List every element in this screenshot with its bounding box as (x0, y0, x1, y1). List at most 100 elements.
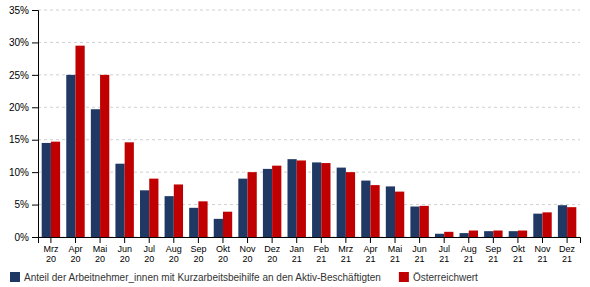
y-tick-mark (32, 75, 38, 76)
x-tick-label-line: Jul (143, 244, 155, 254)
x-tick-label: Jul21 (438, 244, 450, 264)
x-tick-mark (517, 237, 518, 243)
x-tick-label-line: 20 (120, 254, 130, 264)
grid-line (38, 42, 580, 43)
x-tick-mark (567, 237, 568, 243)
x-tick-label-line: Sep (485, 244, 501, 254)
x-tick-label: Jul20 (143, 244, 155, 264)
x-tick: Nov21 (535, 237, 552, 264)
x-tick-label: Dez21 (559, 244, 576, 264)
x-tick-mark (173, 237, 174, 243)
x-tick-label: Jan21 (289, 244, 304, 264)
x-tick: Feb21 (314, 237, 330, 264)
x-tick-label: Mrz20 (43, 244, 58, 264)
x-tick-label: Mai20 (93, 244, 108, 264)
x-tick: Jul20 (143, 237, 155, 264)
x-tick-mark (468, 237, 469, 243)
x-tick: Sep20 (190, 237, 206, 264)
x-tick-label: Dez20 (264, 244, 281, 264)
x-tick: Apr20 (68, 237, 82, 264)
x-tick-label-line: Jun (117, 244, 132, 254)
x-tick-label-line: 21 (464, 254, 474, 264)
x-tick-label-line: 20 (193, 254, 203, 264)
x-tick-mark (149, 237, 150, 243)
x-tick-label: Nov21 (535, 244, 552, 264)
x-tick-label-line: Okt (216, 244, 231, 254)
bar (533, 214, 542, 237)
x-tick-label: Okt20 (216, 244, 231, 264)
x-tick-label-line: 20 (46, 254, 56, 264)
bar (263, 169, 272, 237)
x-tick-label-line: 21 (562, 254, 572, 264)
chart: Anteil der Arbeitnehmer_innen mit Kurzar… (0, 0, 590, 287)
legend-label: Österreichwert (413, 272, 478, 283)
bar (100, 75, 109, 237)
bar (174, 184, 183, 237)
x-tick-label-line: 20 (144, 254, 154, 264)
x-axis: Mrz20Apr20Mai20Jun20Jul20Aug20Sep20Okt20… (39, 237, 581, 264)
legend-swatch (10, 272, 20, 282)
x-tick-label: Aug21 (461, 244, 477, 264)
x-tick-label-line: 21 (488, 254, 498, 264)
x-tick: Mrz20 (43, 237, 58, 264)
x-tick-label-line: Jul (438, 244, 450, 254)
x-tick: Aug21 (461, 237, 477, 264)
bar (321, 163, 330, 237)
x-tick-mark (50, 237, 51, 243)
y-tick: 25% (9, 70, 38, 81)
x-tick-mark (493, 237, 494, 243)
x-tick-label-line: 20 (70, 254, 80, 264)
bar (460, 233, 469, 237)
y-tick-label: 0% (15, 232, 30, 243)
bar (410, 207, 419, 237)
x-tick-label-line: Mai (93, 244, 108, 254)
bar (125, 142, 134, 237)
x-tick: Okt20 (216, 237, 231, 264)
x-tick-label: Apr21 (363, 244, 377, 264)
x-tick: Mai20 (93, 237, 108, 264)
x-tick-label-line: 21 (292, 254, 302, 264)
x-tick-label-line: Mrz (338, 244, 353, 254)
y-tick: 20% (9, 102, 38, 113)
x-tick-mark (272, 237, 273, 243)
x-tick-mark (321, 237, 322, 243)
x-tick: Okt21 (511, 237, 526, 264)
x-tick-mark (370, 237, 371, 243)
bar (248, 172, 257, 237)
x-tick-label-line: Okt (511, 244, 526, 254)
x-tick-label-line: 21 (538, 254, 548, 264)
bar (420, 206, 429, 237)
x-tick-mark (222, 237, 223, 243)
x-tick-label-line: Dez (264, 244, 281, 254)
x-tick: Aug20 (166, 237, 182, 264)
x-tick: Jun21 (412, 237, 427, 264)
bar (297, 160, 306, 237)
bar (346, 172, 355, 237)
x-tick: Mai21 (388, 237, 403, 264)
bar (558, 205, 567, 237)
bar (149, 179, 158, 237)
x-tick-label-line: Mrz (43, 244, 58, 254)
x-tick-label-line: 20 (95, 254, 105, 264)
x-tick-mark (345, 237, 346, 243)
bar (66, 75, 75, 237)
y-tick: 5% (15, 199, 38, 210)
x-tick-label-line: Aug (166, 244, 182, 254)
x-tick-mark (198, 237, 199, 243)
x-tick-label-line: 20 (243, 254, 253, 264)
x-tick-label: Jun21 (412, 244, 427, 264)
x-tick: Jun20 (117, 237, 132, 264)
bar (543, 212, 552, 237)
x-tick-label-line: 21 (513, 254, 523, 264)
x-tick-label-line: Nov (535, 244, 552, 254)
x-tick-label-line: Aug (461, 244, 477, 254)
grid (38, 10, 580, 237)
bar (198, 201, 207, 237)
bar (567, 207, 576, 237)
x-tick: Jul21 (438, 237, 450, 264)
y-tick-mark (32, 205, 38, 206)
y-tick-label: 30% (9, 37, 29, 48)
y-tick-label: 15% (9, 134, 29, 145)
y-axis-line (32, 11, 39, 238)
y-tick-label: 5% (15, 199, 30, 210)
